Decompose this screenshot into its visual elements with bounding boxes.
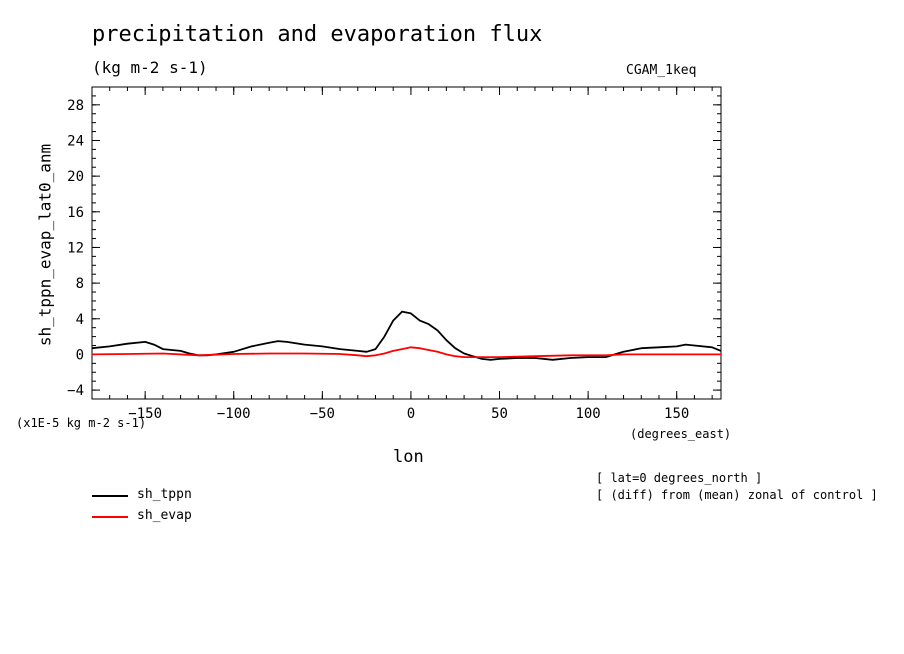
x-axis-label: lon (393, 447, 424, 467)
y-tick-label: 28 (67, 98, 84, 114)
x-tick-label: −50 (310, 406, 335, 422)
y-tick-label: 20 (67, 169, 84, 185)
y-tick-label: 12 (67, 240, 84, 256)
legend-label-sh-tppn: sh_tppn (137, 487, 192, 502)
y-tick-label: −4 (67, 383, 84, 399)
x-tick-label: −150 (128, 406, 162, 422)
legend-swatch-sh-tppn (92, 495, 128, 497)
y-tick-label: 24 (67, 133, 84, 149)
x-tick-label: 0 (407, 406, 415, 422)
y-axis-label: sh_tppn_evap_lat0_anm (35, 143, 55, 347)
y-tick-label: 16 (67, 205, 84, 221)
x-tick-label: 150 (664, 406, 689, 422)
diff-note: [ (diff) from (mean) zonal of control ] (596, 488, 878, 502)
y-tick-label: 8 (76, 276, 84, 292)
x-units-label: (degrees_east) (630, 427, 732, 441)
model-label: CGAM_1keq (626, 63, 697, 78)
chart-title: precipitation and evaporation flux (92, 22, 543, 47)
y-scale-note: (x1E-5 kg m-2 s-1) (16, 416, 147, 430)
units-label: (kg m-2 s-1) (92, 58, 208, 77)
x-tick-label: 100 (575, 406, 600, 422)
series-line-sh-evap (91, 346, 721, 359)
plot-frame (91, 86, 722, 400)
series-line-sh-tppn (91, 310, 722, 361)
latitude-note: [ lat=0 degrees_north ] (596, 471, 763, 485)
legend-swatch-sh-evap (92, 516, 128, 518)
y-tick-label: 0 (76, 347, 84, 363)
y-tick-label: 4 (76, 312, 84, 328)
x-tick-label: −100 (217, 406, 251, 422)
legend-label-sh-evap: sh_evap (137, 508, 192, 523)
x-tick-label: 50 (491, 406, 508, 422)
